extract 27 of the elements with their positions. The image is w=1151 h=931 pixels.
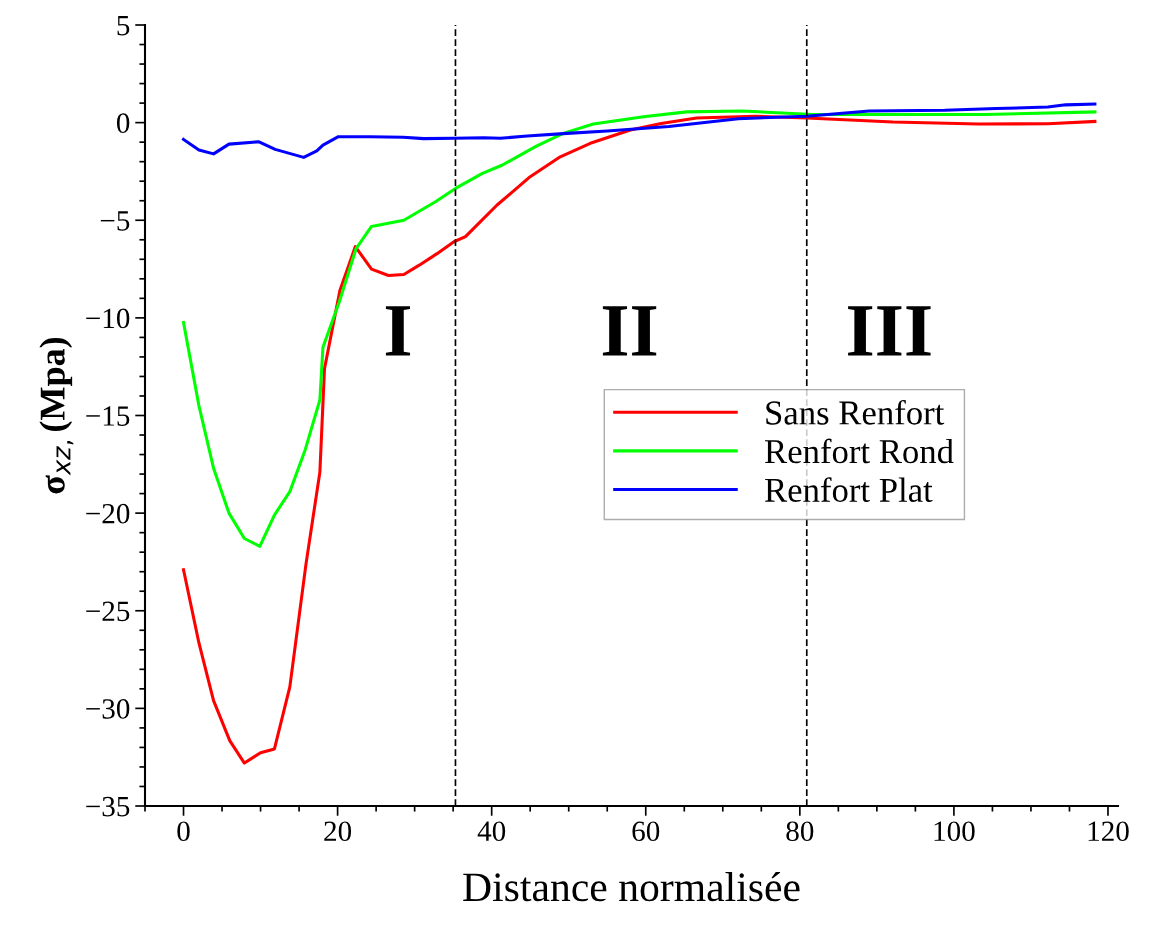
y-tick-label: −35 bbox=[86, 796, 130, 817]
legend-label: Renfort Plat bbox=[765, 477, 933, 502]
x-tick-label: 60 bbox=[632, 821, 660, 842]
y-tick-label: −25 bbox=[86, 601, 130, 622]
annotation: III bbox=[848, 306, 931, 356]
y-tick-label: −10 bbox=[86, 308, 130, 329]
x-tick-label: 120 bbox=[1088, 821, 1129, 842]
annotation: I bbox=[385, 306, 411, 356]
x-tick-label: 40 bbox=[477, 821, 506, 842]
annotation: II bbox=[602, 306, 657, 356]
line-series bbox=[181, 102, 1097, 159]
y-axis-title: σ$_{xz,}$(Mpa) bbox=[39, 337, 74, 494]
x-tick-label: 20 bbox=[324, 821, 352, 842]
y-tick-label: −20 bbox=[86, 503, 130, 524]
x-tick-label: 0 bbox=[177, 821, 190, 842]
line-series bbox=[181, 109, 1097, 548]
x-tick-label: 80 bbox=[786, 821, 814, 842]
legend-label: Sans Renfort bbox=[766, 399, 945, 425]
line-series bbox=[181, 114, 1097, 765]
legend-label: Renfort Rond bbox=[765, 438, 954, 464]
y-tick-label: 0 bbox=[116, 113, 130, 134]
y-tick-label: −15 bbox=[86, 406, 130, 426]
x-axis-title: Distance normalisée bbox=[463, 871, 800, 902]
y-tick-label: 5 bbox=[117, 16, 130, 36]
x-tick-label: 100 bbox=[934, 821, 975, 842]
y-tick-label: −5 bbox=[100, 211, 130, 231]
y-tick-label: −30 bbox=[86, 699, 130, 719]
